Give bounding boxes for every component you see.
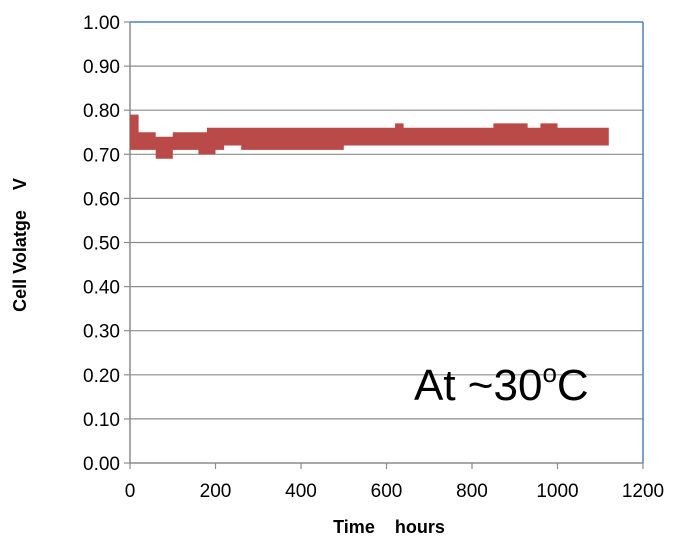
x-tick-label: 1000 xyxy=(536,481,578,502)
x-tick-label: 400 xyxy=(285,481,317,502)
y-tick-label: 0.50 xyxy=(83,234,120,255)
annotation-superscript: o xyxy=(542,358,556,388)
y-tick-label: 0.80 xyxy=(83,101,120,122)
x-tick-label: 0 xyxy=(125,481,136,502)
x-axis-title: Time hours xyxy=(333,517,445,537)
annotation-text: At ~30 xyxy=(414,361,542,410)
y-tick-label: 0.40 xyxy=(83,278,120,299)
series-layer xyxy=(130,114,609,159)
x-tick-label: 200 xyxy=(200,481,232,502)
x-tick-label: 1200 xyxy=(622,481,664,502)
y-tick-label: 0.00 xyxy=(83,454,120,475)
y-tick-label: 1.00 xyxy=(83,13,120,34)
x-tick-label: 800 xyxy=(456,481,488,502)
x-tick-label: 600 xyxy=(371,481,403,502)
annotation-suffix: C xyxy=(557,361,589,410)
temperature-annotation: At ~30oC xyxy=(414,358,589,410)
x-tick-labels: 0 200 400 600 800 1000 1200 xyxy=(125,481,664,502)
y-tick-label: 0.70 xyxy=(83,145,120,166)
y-tick-label: 0.30 xyxy=(83,322,120,343)
y-tick-label: 0.60 xyxy=(83,189,120,210)
y-tick-label: 0.20 xyxy=(83,366,120,387)
y-tick-labels: 0.00 0.10 0.20 0.30 0.40 0.50 0.60 0.70 0.80 0.90… xyxy=(83,13,120,475)
voltage-series xyxy=(130,114,609,159)
y-axis-title: Cell Volatge V xyxy=(10,178,30,312)
plot-frame xyxy=(124,21,644,469)
y-tick-label: 0.10 xyxy=(83,410,120,431)
y-tick-label: 0.90 xyxy=(83,57,120,78)
